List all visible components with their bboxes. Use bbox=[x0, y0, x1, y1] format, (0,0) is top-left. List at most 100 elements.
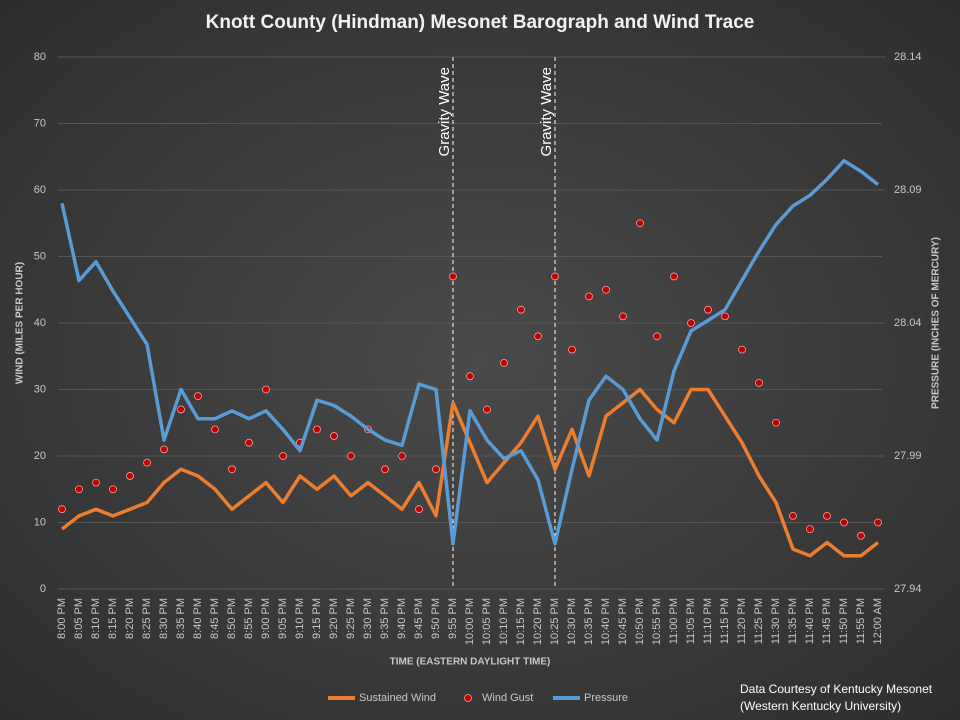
gust-dot bbox=[687, 319, 695, 327]
x-tick-label: 9:45 PM bbox=[413, 598, 425, 639]
x-tick-label: 9:30 PM bbox=[362, 598, 374, 639]
gust-dot bbox=[874, 518, 882, 527]
annotation: Gravity Wave bbox=[538, 67, 555, 156]
x-tick-label: 11:10 PM bbox=[702, 598, 714, 644]
series-line bbox=[60, 387, 880, 558]
x-tick-label: 10:55 PM bbox=[651, 598, 663, 645]
x-tick-label: 8:10 PM bbox=[90, 598, 102, 639]
x-tick-label: 8:35 PM bbox=[175, 598, 187, 639]
x-tick-label: 11:50 PM bbox=[838, 598, 850, 644]
gust-dot bbox=[619, 312, 627, 321]
x-tick-label: 11:15 PM bbox=[719, 598, 731, 644]
gust-dot bbox=[517, 305, 525, 314]
credit: (Western Kentucky University) bbox=[740, 699, 901, 713]
x-tick-label: 11:45 PM bbox=[821, 598, 833, 644]
gust-dot bbox=[228, 465, 236, 474]
y-tick-label: 80 bbox=[34, 51, 46, 63]
gust-dot bbox=[534, 332, 542, 341]
x-tick-label: 11:20 PM bbox=[736, 598, 748, 644]
x-tick-label: 10:50 PM bbox=[634, 598, 646, 645]
y2-tick-label: 27.99 bbox=[894, 450, 922, 462]
gust-dot bbox=[670, 272, 678, 281]
gust-dot bbox=[313, 425, 321, 434]
gust-dot bbox=[483, 405, 491, 414]
y-tick-label: 50 bbox=[34, 250, 46, 262]
gust-dot bbox=[755, 378, 763, 387]
gust-dot bbox=[840, 518, 848, 527]
x-tick-label: 10:05 PM bbox=[481, 598, 493, 645]
x-tick-label: 8:05 PM bbox=[73, 598, 85, 639]
x-tick-label: 11:40 PM bbox=[804, 598, 816, 644]
gust-dot bbox=[738, 345, 746, 354]
gust-dot bbox=[381, 465, 389, 474]
gust-dot bbox=[415, 505, 423, 514]
x-tick-label: 8:25 PM bbox=[141, 598, 153, 639]
legend-swatch bbox=[464, 694, 472, 702]
x-tick-label: 11:30 PM bbox=[770, 598, 782, 644]
y-tick-label: 30 bbox=[34, 383, 46, 395]
gust-dot bbox=[143, 458, 151, 467]
gust-dot bbox=[398, 452, 406, 460]
gust-dot bbox=[347, 452, 355, 460]
x-tick-label: 11:35 PM bbox=[787, 598, 799, 644]
x-tick-label: 9:55 PM bbox=[447, 598, 459, 639]
x-tick-label: 8:00 PM bbox=[56, 598, 68, 639]
x-tick-label: 9:10 PM bbox=[294, 598, 306, 639]
x-tick-label: 10:45 PM bbox=[617, 598, 629, 645]
gust-dot bbox=[58, 505, 66, 514]
gust-dot bbox=[211, 425, 219, 434]
x-tick-label: 8:40 PM bbox=[192, 598, 204, 639]
y-tick-label: 60 bbox=[34, 184, 46, 196]
gust-dot bbox=[789, 511, 797, 520]
gust-dot bbox=[568, 345, 576, 354]
gust-dot bbox=[823, 511, 831, 520]
x-tick-label: 9:35 PM bbox=[379, 598, 391, 639]
x-tick-label: 8:55 PM bbox=[243, 598, 255, 639]
gust-dot bbox=[245, 438, 253, 447]
x-tick-label: 9:25 PM bbox=[345, 598, 357, 639]
chart-title: Knott County (Hindman) Mesonet Barograph… bbox=[206, 12, 755, 33]
x-tick-label: 11:55 PM bbox=[855, 598, 867, 644]
gust-dot bbox=[432, 465, 440, 474]
x-tick-label: 11:25 PM bbox=[753, 598, 765, 644]
y-tick-label: 0 bbox=[40, 583, 46, 595]
x-tick-label: 8:45 PM bbox=[209, 598, 221, 639]
x-tick-label: 8:20 PM bbox=[124, 598, 136, 639]
gust-dot bbox=[636, 219, 644, 228]
y-tick-label: 70 bbox=[34, 117, 46, 129]
gust-dot bbox=[585, 292, 593, 301]
x-tick-label: 10:40 PM bbox=[600, 598, 612, 645]
gust-dot bbox=[806, 525, 814, 534]
x-tick-label: 9:20 PM bbox=[328, 598, 340, 639]
x-tick-label: 10:25 PM bbox=[549, 598, 561, 645]
gust-dot bbox=[92, 478, 100, 487]
gust-dot bbox=[551, 272, 559, 281]
x-tick-label: 10:00 PM bbox=[464, 598, 476, 645]
legend-label: Wind Gust bbox=[482, 692, 533, 704]
y-axis-label: WIND (MILES PER HOUR) bbox=[15, 262, 26, 384]
y2-tick-label: 28.04 bbox=[894, 317, 922, 329]
x-tick-label: 10:10 PM bbox=[498, 598, 510, 645]
annotation: Gravity Wave bbox=[436, 67, 453, 156]
gust-dot bbox=[109, 485, 117, 494]
x-tick-label: 10:30 PM bbox=[566, 598, 578, 645]
gust-dot bbox=[177, 405, 185, 414]
gust-dot bbox=[449, 272, 457, 281]
x-tick-label: 8:50 PM bbox=[226, 598, 238, 639]
gust-dot bbox=[857, 531, 865, 540]
y-tick-label: 40 bbox=[34, 317, 46, 329]
x-tick-label: 8:15 PM bbox=[107, 598, 119, 639]
x-axis-label: TIME (EASTERN DAYLIGHT TIME) bbox=[390, 657, 551, 668]
x-tick-label: 9:50 PM bbox=[430, 598, 442, 639]
y2-tick-label: 28.09 bbox=[894, 184, 922, 196]
legend-label: Sustained Wind bbox=[359, 692, 436, 704]
gust-dot bbox=[772, 418, 780, 427]
x-tick-label: 9:00 PM bbox=[260, 598, 272, 639]
y-tick-label: 10 bbox=[34, 516, 46, 528]
gust-dot bbox=[75, 485, 83, 494]
y2-axis-label: PRESSURE (INCHES OF MERCURY) bbox=[931, 237, 942, 409]
gust-dot bbox=[279, 452, 287, 460]
credit: Data Courtesy of Kentucky Mesonet bbox=[740, 682, 933, 696]
